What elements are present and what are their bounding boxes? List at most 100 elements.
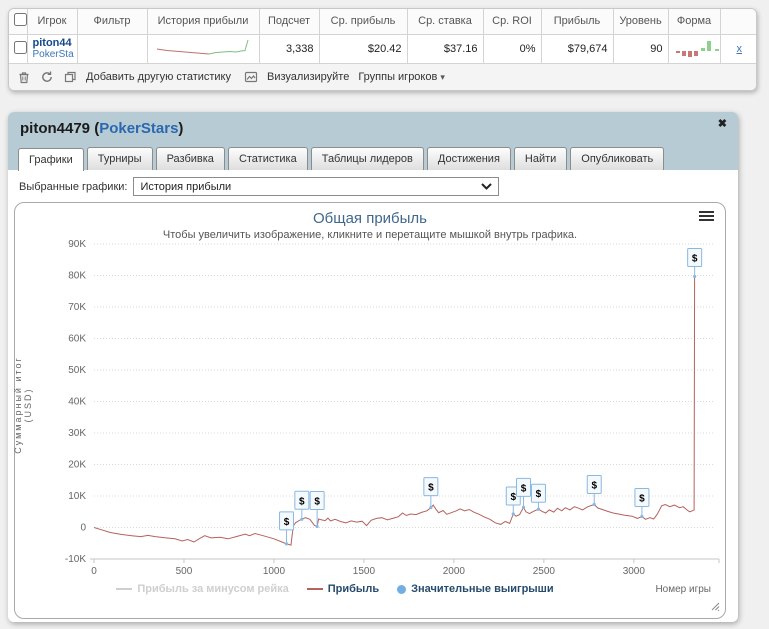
table-toolbar: Добавить другую статистику Визуализируйт… — [9, 64, 756, 90]
col-av-roi[interactable]: Ср. ROI — [483, 9, 541, 34]
panel-header: piton4479 (PokerStars) ✖ Графики Турниры… — [8, 112, 738, 170]
svg-text:0: 0 — [91, 566, 97, 577]
svg-text:$: $ — [428, 483, 434, 494]
tab-publish[interactable]: Опубликовать — [570, 147, 664, 170]
copy-icon[interactable] — [63, 70, 77, 84]
chevron-down-icon: ▾ — [440, 72, 445, 82]
svg-text:90K: 90K — [68, 239, 86, 250]
player-name-link[interactable]: piton44 — [33, 37, 72, 49]
stats-table: Игрок Фильтр История прибыли Подсчет Ср.… — [9, 9, 757, 64]
table-row: piton44 PokerSta 3,338 $20.42 $37.16 0% … — [9, 34, 757, 63]
panel-site-link[interactable]: PokerStars — [99, 120, 178, 137]
profit-chart[interactable]: Общая прибыль Чтобы увеличить изображени… — [14, 202, 726, 619]
player-cell: piton44 PokerSta — [27, 34, 77, 63]
svg-text:$: $ — [299, 496, 305, 507]
chart-select-label: Выбранные графики: — [19, 181, 127, 193]
legend-item-1[interactable]: Прибыль — [307, 583, 379, 595]
legend-line-icon — [307, 588, 323, 590]
svg-text:$: $ — [692, 254, 698, 265]
tab-breakdown[interactable]: Разбивка — [156, 147, 225, 170]
player-stats-card: Игрок Фильтр История прибыли Подсчет Ср.… — [8, 8, 757, 91]
tab-leaderboards[interactable]: Таблицы лидеров — [311, 147, 424, 170]
player-site-link[interactable]: PokerSta — [33, 49, 72, 61]
select-chevron-down-icon — [481, 183, 492, 190]
svg-text:1000: 1000 — [263, 566, 286, 577]
col-form[interactable]: Форма — [668, 9, 720, 34]
col-av-profit[interactable]: Ср. прибыль — [319, 9, 407, 34]
add-stat-button[interactable]: Добавить другую статистику — [86, 71, 231, 83]
col-player[interactable]: Игрок — [27, 9, 77, 34]
svg-text:20K: 20K — [68, 460, 86, 471]
col-count[interactable]: Подсчет — [259, 9, 319, 34]
legend-label: Прибыль за минусом рейка — [137, 583, 288, 595]
legend-label: Значительные выигрыши — [411, 583, 554, 595]
svg-text:0: 0 — [80, 523, 86, 534]
panel-player-name: piton4479 — [20, 120, 90, 137]
av-stake-cell: $37.16 — [407, 34, 483, 63]
svg-text:$: $ — [314, 497, 320, 508]
col-profit[interactable]: Прибыль — [541, 9, 613, 34]
remove-cell: x — [720, 34, 757, 63]
close-icon[interactable]: ✖ — [718, 117, 727, 130]
col-level[interactable]: Уровень — [613, 9, 668, 34]
svg-text:$: $ — [510, 492, 516, 503]
col-filter[interactable]: Фильтр — [77, 9, 147, 34]
remove-row-link[interactable]: x — [726, 43, 754, 55]
paren-close: ) — [178, 120, 183, 137]
select-all-cell — [9, 9, 27, 34]
svg-text:$: $ — [536, 489, 542, 500]
tab-achievements[interactable]: Достижения — [427, 147, 511, 170]
svg-text:1500: 1500 — [353, 566, 376, 577]
player-groups-button[interactable]: Группы игроков ▾ — [358, 71, 445, 83]
av-roi-cell: 0% — [483, 34, 541, 63]
svg-text:2500: 2500 — [533, 566, 556, 577]
stats-header-row: Игрок Фильтр История прибыли Подсчет Ср.… — [9, 9, 757, 34]
form-cell — [668, 34, 720, 63]
profit-cell: $79,674 — [541, 34, 613, 63]
svg-text:-10K: -10K — [65, 554, 86, 565]
paren-open: ( — [90, 120, 99, 137]
svg-text:40K: 40K — [68, 397, 86, 408]
chart-legend: Прибыль за минусом рейка Прибыль Значитель… — [15, 583, 655, 595]
sparkline-cell[interactable] — [147, 34, 259, 63]
svg-text:$: $ — [591, 481, 597, 492]
count-cell: 3,338 — [259, 34, 319, 63]
svg-text:2000: 2000 — [443, 566, 466, 577]
svg-text:10K: 10K — [68, 491, 86, 502]
legend-item-2[interactable]: Значительные выигрыши — [397, 583, 554, 595]
tab-statistics[interactable]: Статистика — [228, 147, 308, 170]
svg-text:3000: 3000 — [623, 566, 646, 577]
legend-item-0[interactable]: Прибыль за минусом рейка — [116, 583, 288, 595]
av-profit-cell: $20.42 — [319, 34, 407, 63]
tab-tournaments[interactable]: Турниры — [87, 147, 153, 170]
svg-text:500: 500 — [176, 566, 193, 577]
legend-label: Прибыль — [328, 583, 379, 595]
level-cell: 90 — [613, 34, 668, 63]
form-mini-chart — [674, 38, 720, 62]
tab-find[interactable]: Найти — [514, 147, 567, 170]
trash-icon[interactable] — [17, 70, 31, 84]
col-profit-history[interactable]: История прибыли — [147, 9, 259, 34]
col-actions — [720, 9, 757, 34]
svg-text:60K: 60K — [68, 334, 86, 345]
chart-select-value: История прибыли — [140, 181, 231, 193]
tab-graphs[interactable]: Графики — [18, 148, 84, 171]
visualize-icon[interactable] — [244, 70, 258, 84]
refresh-icon[interactable] — [40, 70, 54, 84]
select-all-checkbox[interactable] — [14, 13, 27, 26]
chart-plot-area: -10K010K20K30K40K50K60K70K80K90K05001000… — [15, 203, 725, 581]
player-detail-panel: piton4479 (PokerStars) ✖ Графики Турниры… — [8, 112, 738, 622]
col-av-stake[interactable]: Ср. ставка — [407, 9, 483, 34]
chart-select[interactable]: История прибыли — [133, 177, 499, 196]
svg-text:$: $ — [284, 517, 290, 528]
visualize-button[interactable]: Визуализируйте — [267, 71, 349, 83]
resize-handle-icon[interactable] — [711, 602, 720, 611]
svg-text:$: $ — [639, 493, 645, 504]
svg-text:30K: 30K — [68, 428, 86, 439]
row-checkbox[interactable] — [14, 41, 27, 54]
x-axis-title: Номер игры — [655, 584, 711, 595]
svg-text:80K: 80K — [68, 271, 86, 282]
panel-tabs: Графики Турниры Разбивка Статистика Табл… — [18, 147, 667, 170]
svg-text:50K: 50K — [68, 365, 86, 376]
profit-history-sparkline — [153, 38, 253, 60]
